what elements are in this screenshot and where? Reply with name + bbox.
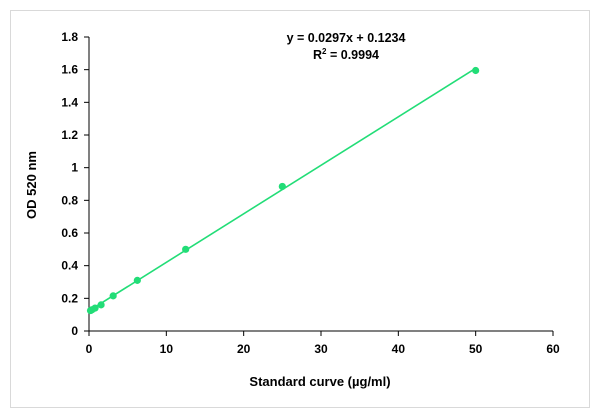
r-squared-label: R2 = 0.9994 [313,47,379,62]
chart-border [10,10,590,408]
data-point [472,66,480,75]
r-squared-value: = 0.9994 [327,48,380,62]
x-tick-label: 20 [237,342,251,356]
x-tick-label: 0 [86,342,93,356]
data-point [91,304,99,312]
x-tick-label: 40 [392,342,406,356]
x-tick-label: 10 [160,342,174,356]
data-point [109,292,117,300]
data-point [278,182,286,191]
r-squared-superscript: 2 [322,47,327,56]
axes: 0 0.2 0.4 0.6 0.8 1 1.2 1.4 1.6 1.8 0 10 20 30 40 50 60 [61,30,560,356]
r-squared-prefix: R [313,48,322,62]
equation-label: y = 0.0297x + 0.1234 [287,31,406,45]
x-tick-label: 50 [469,342,483,356]
y-tick-label: 0.2 [61,291,78,305]
y-tick-label: 0.4 [61,259,78,273]
y-tick-label: 1.4 [61,95,78,109]
x-axis-title: Standard curve (µg/ml) [249,374,390,389]
y-tick-label: 1.8 [61,30,78,44]
data-point [182,245,190,253]
data-points [86,66,480,315]
y-tick-label: 0.8 [61,193,78,207]
y-tick-label: 1.2 [61,128,78,142]
data-point [97,301,105,309]
y-tick-label: 1 [71,161,78,175]
y-axis-title: OD 520 nm [24,151,39,219]
data-point [133,276,141,284]
x-tick-label: 30 [314,342,328,356]
x-tick-label: 60 [546,342,560,356]
y-tick-label: 0 [71,324,78,338]
y-tick-label: 0.6 [61,226,78,240]
y-tick-label: 1.6 [61,63,78,77]
